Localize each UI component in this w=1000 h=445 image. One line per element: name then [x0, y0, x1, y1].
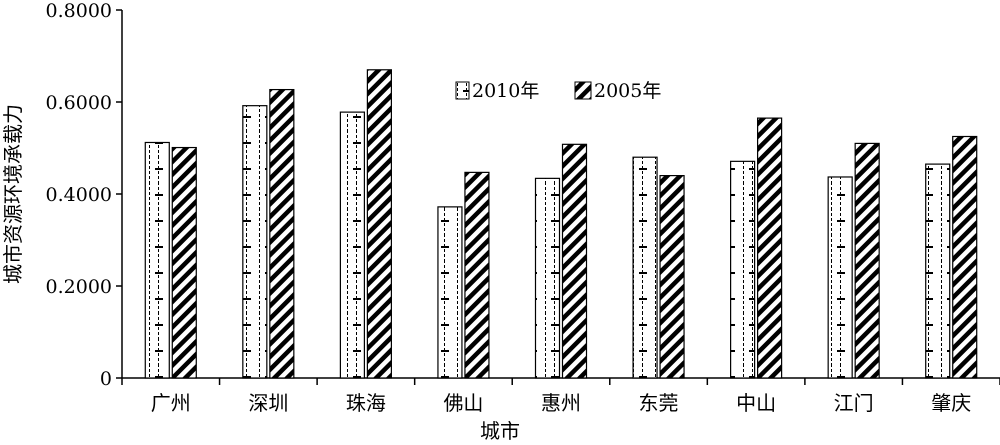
- bar-2005-1: [171, 146, 197, 379]
- bar-2005-5: [561, 143, 588, 379]
- x-ticks: [121, 378, 1000, 385]
- x-tick-label: 佛山: [443, 391, 483, 415]
- x-tick-label: 东莞: [639, 391, 679, 415]
- bar-2005-4: [464, 171, 490, 379]
- bar-2005-6: [659, 175, 685, 379]
- bar-2010-5: [534, 177, 561, 379]
- bar-2005-2: [269, 88, 295, 379]
- bar-2010-6: [632, 156, 658, 379]
- bar-2005-7: [757, 117, 783, 379]
- y-tick-label: 0.6000: [46, 92, 112, 114]
- bar-2010-2: [242, 105, 268, 379]
- bar-2010-3: [339, 111, 365, 379]
- x-tick-label: 广州: [151, 391, 191, 415]
- legend-label-2010: 2010年: [472, 80, 539, 102]
- x-tick-label: 深圳: [248, 391, 288, 415]
- y-tick-label: 0.4000: [46, 184, 112, 206]
- bar-2010-4: [437, 206, 463, 379]
- y-axis-title: 城市资源环境承载力: [1, 104, 25, 284]
- bar-2005-9: [952, 135, 978, 379]
- x-axis-title: 城市: [480, 419, 520, 443]
- legend-swatch-2010: [455, 81, 470, 100]
- x-tick-label: 中山: [736, 391, 776, 415]
- bar-2010-8: [827, 176, 853, 379]
- x-tick-label: 江门: [834, 391, 874, 415]
- y-ticks: 0 0.2000 0.4000 0.6000 0.8000: [46, 0, 122, 390]
- y-tick-label: 0.8000: [46, 0, 112, 22]
- bar-2010-1: [144, 141, 170, 379]
- category-labels: 广州 深圳 珠海 佛山 惠州 东莞 中山 江门 肇庆: [151, 391, 971, 415]
- x-tick-label: 肇庆: [931, 391, 971, 415]
- bar-2005-8: [854, 142, 880, 379]
- x-tick-label: 惠州: [541, 391, 581, 415]
- bar-2005-3: [366, 69, 392, 379]
- legend-label-2005: 2005年: [594, 80, 661, 102]
- legend: 2010年 2005年: [455, 80, 661, 102]
- bars: [144, 69, 978, 379]
- x-tick-label: 珠海: [346, 391, 386, 415]
- bar-2010-9: [925, 163, 951, 379]
- bar-2010-7: [730, 160, 756, 379]
- y-tick-label: 0: [100, 368, 112, 390]
- legend-swatch-2005: [574, 81, 592, 100]
- y-tick-label: 0.2000: [46, 276, 112, 298]
